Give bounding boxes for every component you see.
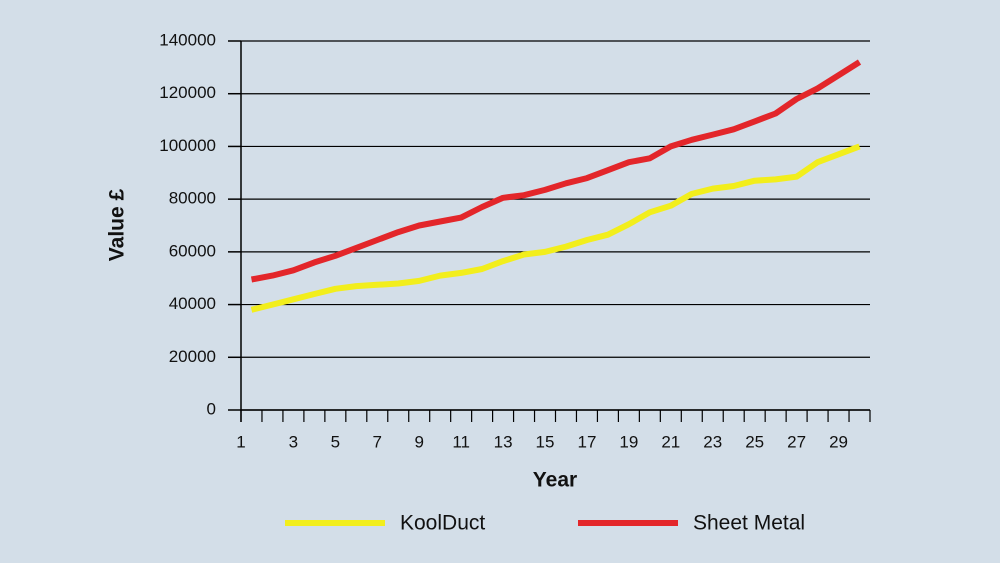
x-tick-label: 9 [414,432,423,451]
y-tick-label: 120000 [159,83,216,102]
legend-label: Sheet Metal [693,512,805,535]
y-tick-label: 80000 [169,189,216,208]
series-line [250,59,862,283]
x-tick-label: 1 [236,432,245,451]
y-tick-label: 40000 [169,294,216,313]
x-tick-label: 3 [289,432,298,451]
x-tick-label: 29 [829,432,848,451]
x-tick-label: 27 [787,432,806,451]
y-tick-label: 0 [207,399,216,418]
x-tick-label: 5 [331,432,340,451]
y-tick-label: 20000 [169,347,216,366]
y-tick-label: 140000 [159,30,216,49]
x-tick-label: 25 [745,432,764,451]
y-tick-label: 60000 [169,241,216,260]
x-tick-label: 7 [373,432,382,451]
legend-label: KoolDuct [400,512,485,535]
x-axis-label: Year [533,469,577,492]
x-tick-label: 19 [619,432,638,451]
x-tick-label: 23 [703,432,722,451]
series-line [250,143,861,313]
x-tick-label: 13 [494,432,513,451]
x-tick-label: 11 [452,432,470,451]
x-tick-label: 21 [661,432,680,451]
y-tick-label: 100000 [159,136,216,155]
x-tick-label: 17 [577,432,596,451]
y-axis-label: Value £ [106,188,129,261]
x-tick-label: 15 [536,432,555,451]
